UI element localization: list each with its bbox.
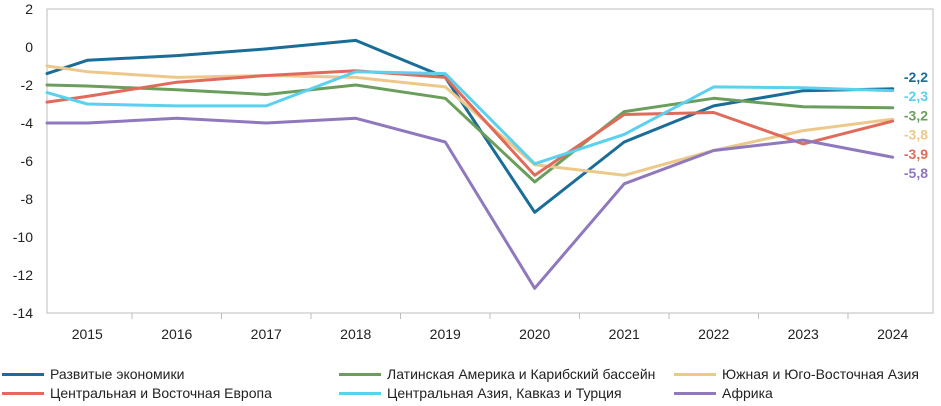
- y-tick-label: -12: [13, 267, 33, 283]
- x-tick-label: 2024: [877, 326, 908, 342]
- line-chart: 2 0 -2 -4 -6 -8 -10 -12 -14 2015 2016 2017 2018 2019 2…: [13, 1, 934, 342]
- legend-swatch-developed: [2, 372, 44, 376]
- legend-swatch-central-eastern-europe: [2, 391, 44, 395]
- x-tick-label: 2022: [698, 326, 729, 342]
- legend-item-latin-america: Латинская Америка и Карибский бассейн: [339, 366, 655, 382]
- end-label-4: -2,3: [904, 88, 928, 104]
- legend-swatch-africa: [674, 391, 716, 395]
- legend-label-latin-america: Латинская Америка и Карибский бассейн: [387, 366, 656, 382]
- chart-series-group: [45, 38, 895, 290]
- legend-swatch-latin-america: [339, 372, 381, 376]
- y-tick-label: -8: [21, 191, 34, 207]
- chart-axes: 2 0 -2 -4 -6 -8 -10 -12 -14 2015 2016 2017 2018 2019 2…: [13, 1, 934, 342]
- legend-label-central-eastern-europe: Центральная и Восточная Европа: [50, 385, 272, 401]
- end-label-0: -2,2: [904, 69, 928, 85]
- x-tick-label: 2019: [430, 326, 461, 342]
- legend-item-developed: Развитые экономики: [2, 366, 184, 382]
- y-tick-label: 0: [25, 39, 33, 55]
- legend-label-south-asia: Южная и Юго-Восточная Азия: [722, 366, 919, 382]
- legend-label-central-asia: Центральная Азия, Кавказ и Турция: [387, 385, 622, 401]
- series-line-1: [45, 83, 895, 184]
- series-line-4: [45, 70, 895, 166]
- end-label-2: -3,8: [904, 127, 928, 143]
- legend-item-africa: Африка: [674, 385, 773, 401]
- end-label-5: -5,8: [904, 165, 928, 181]
- y-tick-label: 2: [25, 1, 33, 17]
- y-tick-label: -10: [13, 229, 33, 245]
- x-tick-label: 2017: [251, 326, 282, 342]
- legend-swatch-central-asia: [339, 391, 381, 395]
- legend-label-developed: Развитые экономики: [50, 366, 185, 382]
- y-tick-label: -14: [13, 305, 33, 321]
- series-line-0: [45, 38, 895, 214]
- end-label-1: -3,2: [904, 107, 928, 123]
- end-label-3: -3,9: [904, 146, 928, 162]
- legend-swatch-south-asia: [674, 372, 716, 376]
- series-line-2: [45, 64, 895, 177]
- chart-end-labels: -2,2 -2,3 -3,2 -3,8 -3,9 -5,8: [904, 69, 928, 181]
- series-line-3: [45, 69, 895, 177]
- legend-item-central-eastern-europe: Центральная и Восточная Европа: [2, 385, 272, 401]
- x-tick-label: 2021: [609, 326, 640, 342]
- x-tick-label: 2018: [340, 326, 371, 342]
- y-tick-label: -6: [21, 153, 34, 169]
- x-tick-label: 2016: [161, 326, 192, 342]
- legend-item-south-asia: Южная и Юго-Восточная Азия: [674, 366, 919, 382]
- x-tick-label: 2020: [519, 326, 550, 342]
- legend-item-central-asia: Центральная Азия, Кавказ и Турция: [339, 385, 622, 401]
- chart-legend: Развитые экономики Латинская Америка и К…: [0, 362, 941, 406]
- series-line-5: [45, 116, 895, 290]
- y-tick-label: -4: [21, 115, 34, 131]
- y-tick-label: -2: [21, 77, 34, 93]
- x-tick-label: 2015: [72, 326, 103, 342]
- legend-label-africa: Африка: [722, 385, 773, 401]
- x-tick-label: 2023: [788, 326, 819, 342]
